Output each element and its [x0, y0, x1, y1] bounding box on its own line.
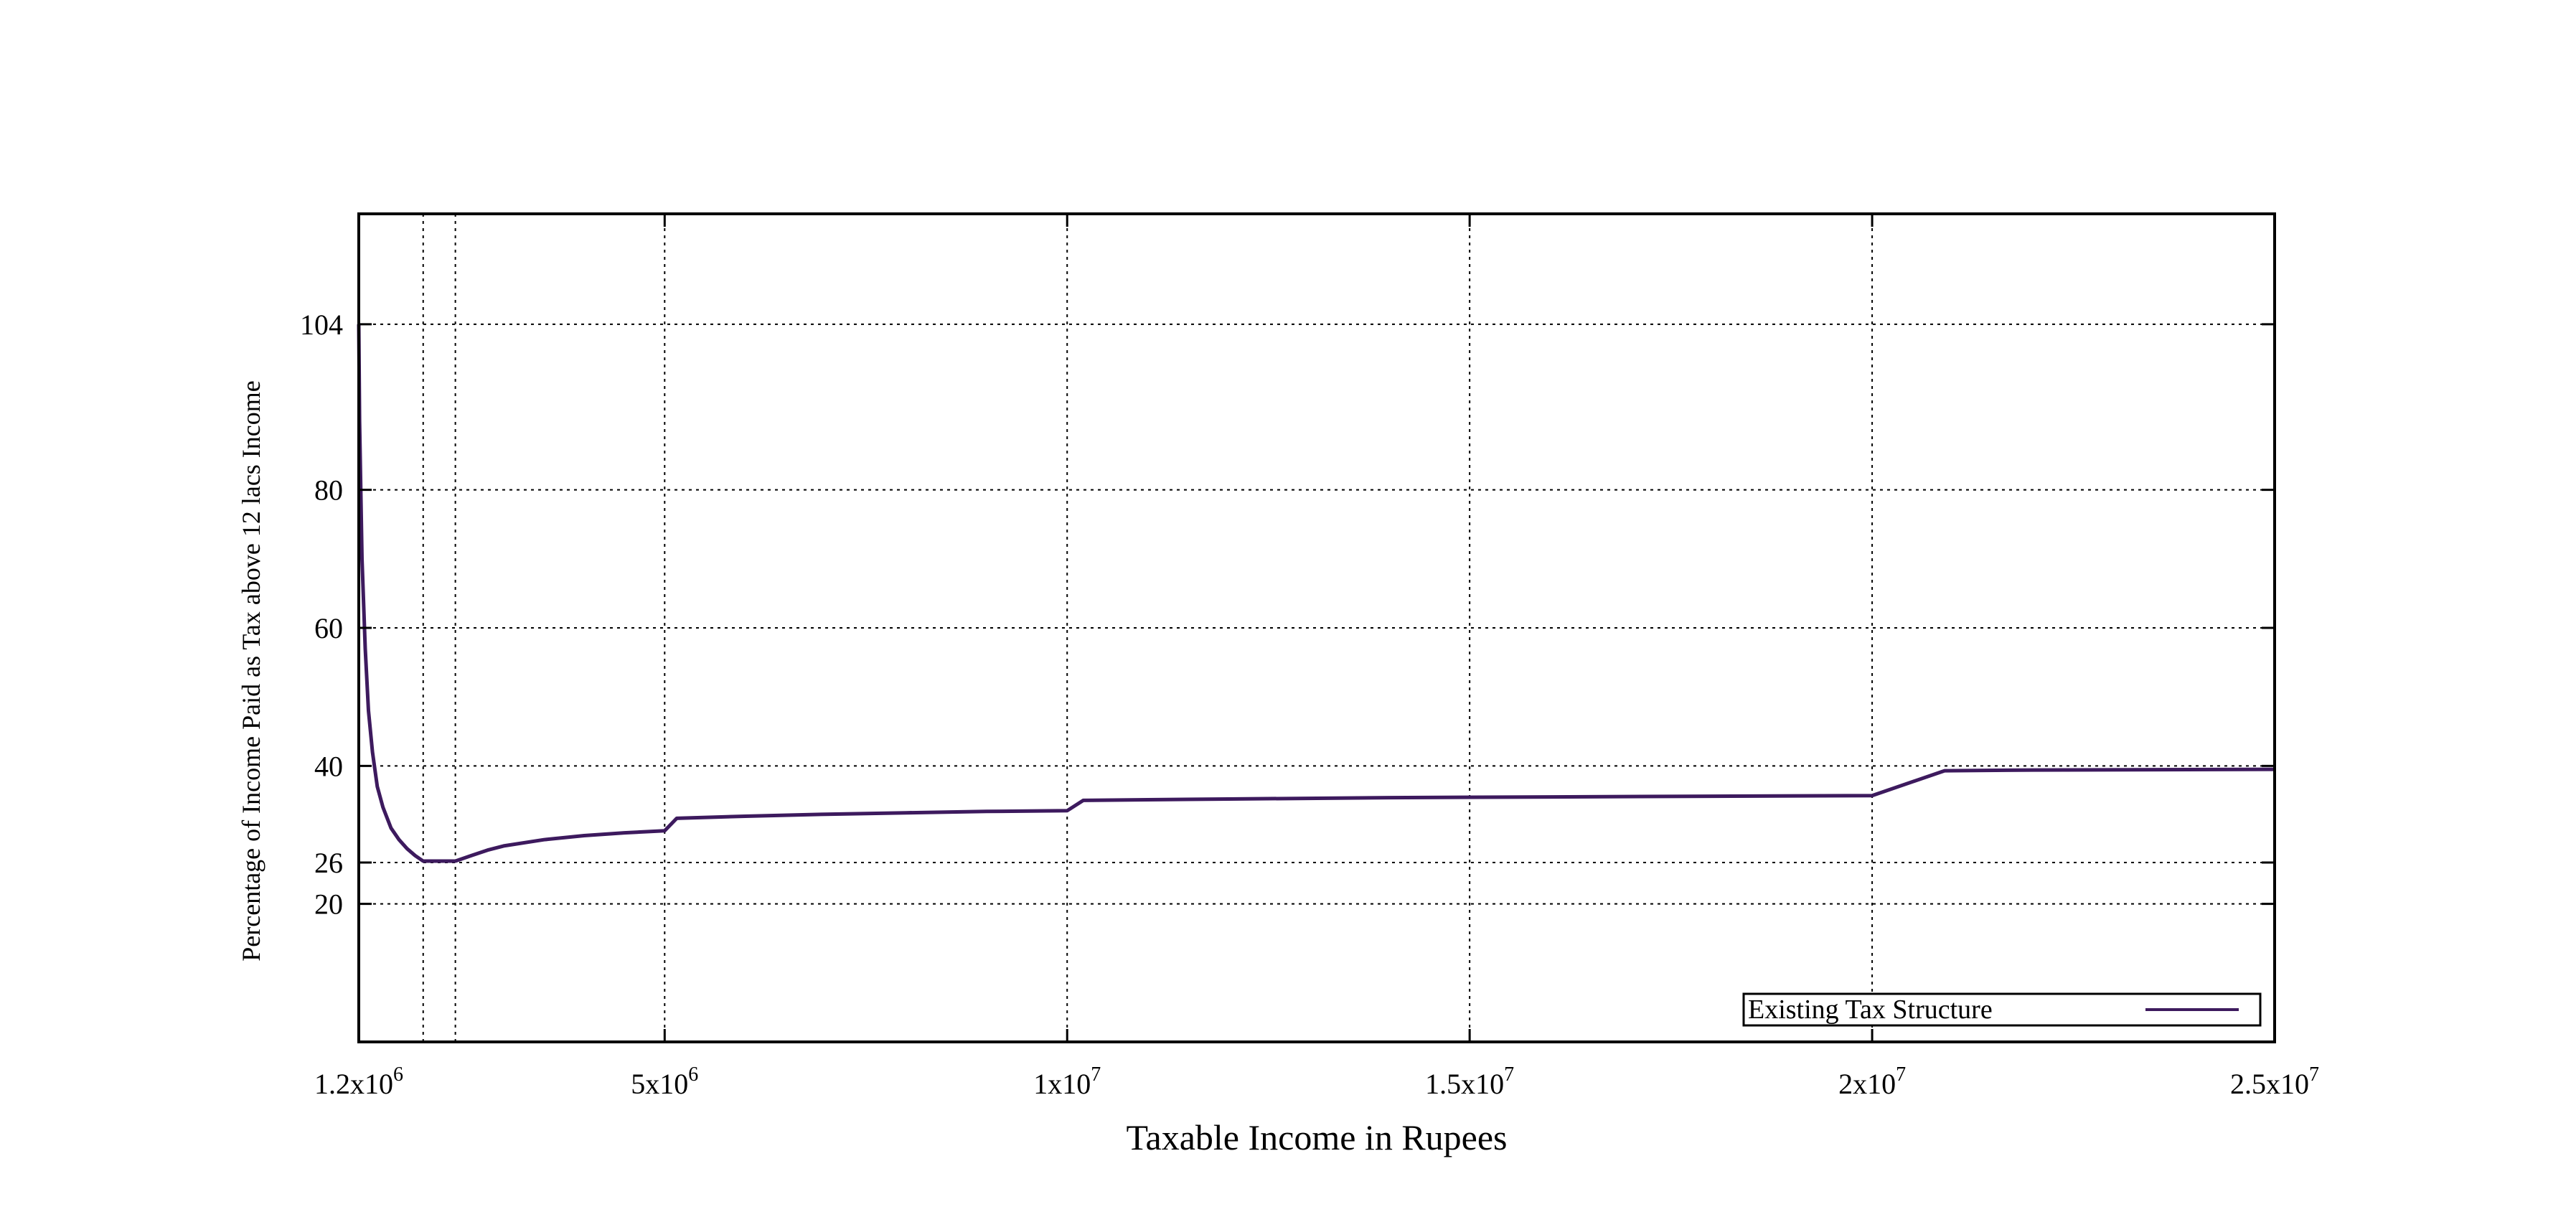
legend-label: Existing Tax Structure: [1748, 995, 1993, 1025]
x-tick-label-exponent: 7: [1091, 1063, 1101, 1086]
x-tick-label-exponent: 7: [1896, 1063, 1906, 1086]
series-line: [357, 324, 2275, 863]
y-axis-title: Percentage of Income Paid as Tax above 1…: [237, 380, 265, 962]
series-layer: [357, 324, 2275, 863]
y-tick-label: 40: [314, 750, 343, 782]
x-tick-label-base: 1x10: [1033, 1068, 1091, 1100]
y-tick-label: 26: [314, 847, 343, 879]
x-tick-label-exponent: 7: [2309, 1063, 2319, 1086]
x-tick-label-base: 1.5x10: [1425, 1068, 1504, 1100]
x-tick-label-base: 1.2x10: [314, 1068, 393, 1100]
x-tick-label-base: 2x10: [1838, 1068, 1896, 1100]
x-tick-label: 2.5x107: [2230, 1063, 2319, 1100]
x-tick-label-base: 5x10: [631, 1068, 688, 1100]
y-tick-label: 80: [314, 474, 343, 507]
x-tick-label-exponent: 6: [688, 1063, 698, 1086]
y-tick-label: 104: [300, 309, 343, 341]
legend: Existing Tax Structure: [1742, 992, 2262, 1027]
y-tick-label: 60: [314, 612, 343, 644]
x-tick-label: 1.2x106: [314, 1063, 403, 1100]
x-tick-label-base: 2.5x10: [2230, 1068, 2309, 1100]
x-axis-title: Taxable Income in Rupees: [1126, 1117, 1507, 1157]
x-tick-label: 5x106: [631, 1063, 698, 1100]
y-tick-label: 20: [314, 888, 343, 921]
x-tick-label-exponent: 6: [393, 1063, 403, 1086]
grid: [359, 214, 2275, 1042]
legend-box: [1742, 992, 2262, 1027]
x-tick-label-exponent: 7: [1504, 1063, 1514, 1086]
x-tick-label: 2x107: [1838, 1063, 1906, 1100]
x-tick-label: 1x107: [1033, 1063, 1101, 1100]
x-tick-label: 1.5x107: [1425, 1063, 1514, 1100]
